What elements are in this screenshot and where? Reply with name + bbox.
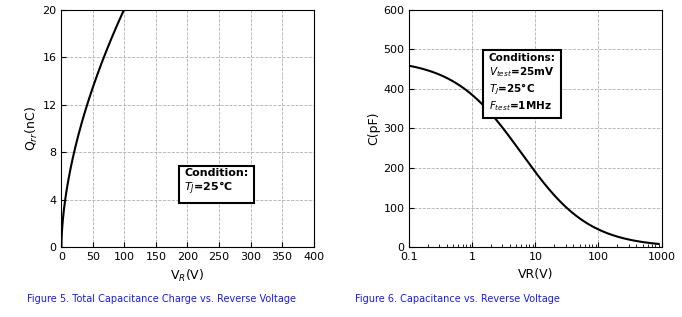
Y-axis label: C(pF): C(pF) (368, 112, 381, 145)
Text: Figure 5. Total Capacitance Charge vs. Reverse Voltage: Figure 5. Total Capacitance Charge vs. R… (27, 294, 296, 304)
Text: Figure 6. Capacitance vs. Reverse Voltage: Figure 6. Capacitance vs. Reverse Voltag… (355, 294, 559, 304)
Y-axis label: Q$_{rr}$(nC): Q$_{rr}$(nC) (23, 106, 40, 151)
X-axis label: VR(V): VR(V) (518, 268, 553, 281)
Text: Conditions:
$V_{test}$=25mV
$T_J$=25°C
$F_{test}$=1MHz: Conditions: $V_{test}$=25mV $T_J$=25°C $… (488, 54, 555, 113)
Text: Condition:
$T_J$=25°C: Condition: $T_J$=25°C (184, 168, 248, 197)
X-axis label: V$_R$(V): V$_R$(V) (170, 268, 205, 284)
